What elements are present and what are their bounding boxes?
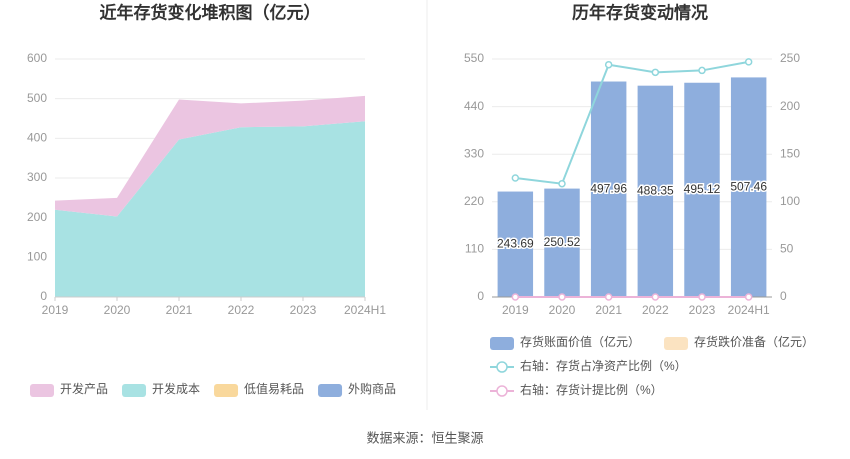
x-tick-label: 2022 bbox=[642, 303, 669, 317]
bar bbox=[730, 77, 767, 297]
bar bbox=[590, 81, 627, 297]
line-point bbox=[698, 293, 706, 301]
y-tick-label: 0 bbox=[40, 289, 47, 303]
x-tick-label: 2019 bbox=[42, 303, 69, 317]
line-point bbox=[511, 293, 520, 301]
value-label: 507.46 bbox=[730, 179, 767, 193]
line-point bbox=[558, 293, 566, 301]
x-tick-label: 2023 bbox=[290, 303, 317, 317]
value-label: 495.12 bbox=[684, 182, 721, 196]
line-point bbox=[744, 293, 753, 301]
legend-label: 开发成本 bbox=[152, 381, 200, 396]
line-point bbox=[511, 174, 520, 182]
line-point bbox=[604, 293, 613, 301]
legend-swatch bbox=[496, 361, 508, 373]
y2-tick-label: 150 bbox=[780, 146, 800, 160]
legend-label: 右轴：存货占净资产比例（%） bbox=[520, 358, 687, 373]
bar bbox=[684, 82, 720, 297]
y2-tick-label: 100 bbox=[780, 194, 800, 208]
line-point bbox=[651, 68, 660, 77]
area bbox=[55, 121, 365, 297]
legend-label: 右轴：存货计提比例（%） bbox=[520, 382, 663, 397]
y-tick-label: 110 bbox=[465, 242, 484, 256]
y2-tick-label: 0 bbox=[780, 289, 787, 303]
y-tick-label: 0 bbox=[477, 289, 484, 303]
x-tick-label: 2021 bbox=[166, 303, 193, 317]
y2-tick-label: 200 bbox=[780, 99, 800, 113]
bar bbox=[544, 188, 580, 297]
y-tick-label: 300 bbox=[27, 170, 47, 184]
legend-label: 低值易耗品 bbox=[244, 381, 304, 396]
line-point bbox=[604, 60, 613, 69]
x-tick-label: 2024H1 bbox=[728, 303, 770, 317]
y-tick-label: 600 bbox=[27, 51, 47, 65]
x-tick-label: 2020 bbox=[104, 303, 131, 317]
y-tick-label: 200 bbox=[27, 210, 47, 224]
y2-tick-label: 50 bbox=[780, 242, 794, 256]
y-tick-label: 220 bbox=[464, 194, 484, 208]
y-tick-label: 400 bbox=[27, 131, 47, 145]
value-label: 243.69 bbox=[497, 236, 534, 250]
line-point bbox=[698, 66, 706, 75]
x-tick-label: 2022 bbox=[228, 303, 255, 317]
legend-label: 存货跌价准备（亿元） bbox=[694, 334, 814, 349]
x-tick-label: 2019 bbox=[502, 303, 529, 317]
y-tick-label: 550 bbox=[464, 51, 484, 65]
chart-title: 近年存货变化堆积图（亿元） bbox=[100, 2, 321, 22]
legend-label: 存货账面价值（亿元） bbox=[520, 334, 640, 349]
x-tick-label: 2023 bbox=[689, 303, 716, 317]
x-tick-label: 2024H1 bbox=[344, 303, 386, 317]
line bbox=[515, 60, 749, 185]
legend-swatch bbox=[490, 337, 514, 350]
value-label: 250.52 bbox=[544, 235, 581, 249]
legend-swatch bbox=[318, 384, 343, 397]
legend-label: 外购商品 bbox=[348, 381, 396, 396]
y-tick-label: 440 bbox=[464, 99, 484, 113]
line-point bbox=[558, 179, 566, 188]
legend-swatch bbox=[664, 337, 689, 350]
source: 数据来源：恒生聚源 bbox=[366, 430, 483, 445]
legend-swatch bbox=[30, 384, 54, 397]
line-point bbox=[651, 293, 660, 301]
legend-swatch bbox=[496, 385, 508, 397]
chart-title: 历年存货变动情况 bbox=[572, 2, 708, 22]
y-tick-label: 500 bbox=[27, 91, 47, 105]
y2-tick-label: 250 bbox=[780, 51, 800, 65]
legend-label: 开发产品 bbox=[60, 381, 108, 396]
bar bbox=[637, 85, 674, 297]
value-label: 497.96 bbox=[590, 181, 627, 195]
area bbox=[55, 95, 365, 217]
y-tick-label: 100 bbox=[27, 250, 47, 264]
y-tick-label: 330 bbox=[464, 146, 484, 160]
value-label: 488.35 bbox=[637, 184, 674, 198]
x-tick-label: 2021 bbox=[595, 303, 622, 317]
legend-swatch bbox=[122, 384, 147, 397]
legend-swatch bbox=[214, 384, 239, 397]
bar bbox=[497, 191, 534, 297]
x-tick-label: 2020 bbox=[549, 303, 576, 317]
line-point bbox=[744, 58, 753, 66]
